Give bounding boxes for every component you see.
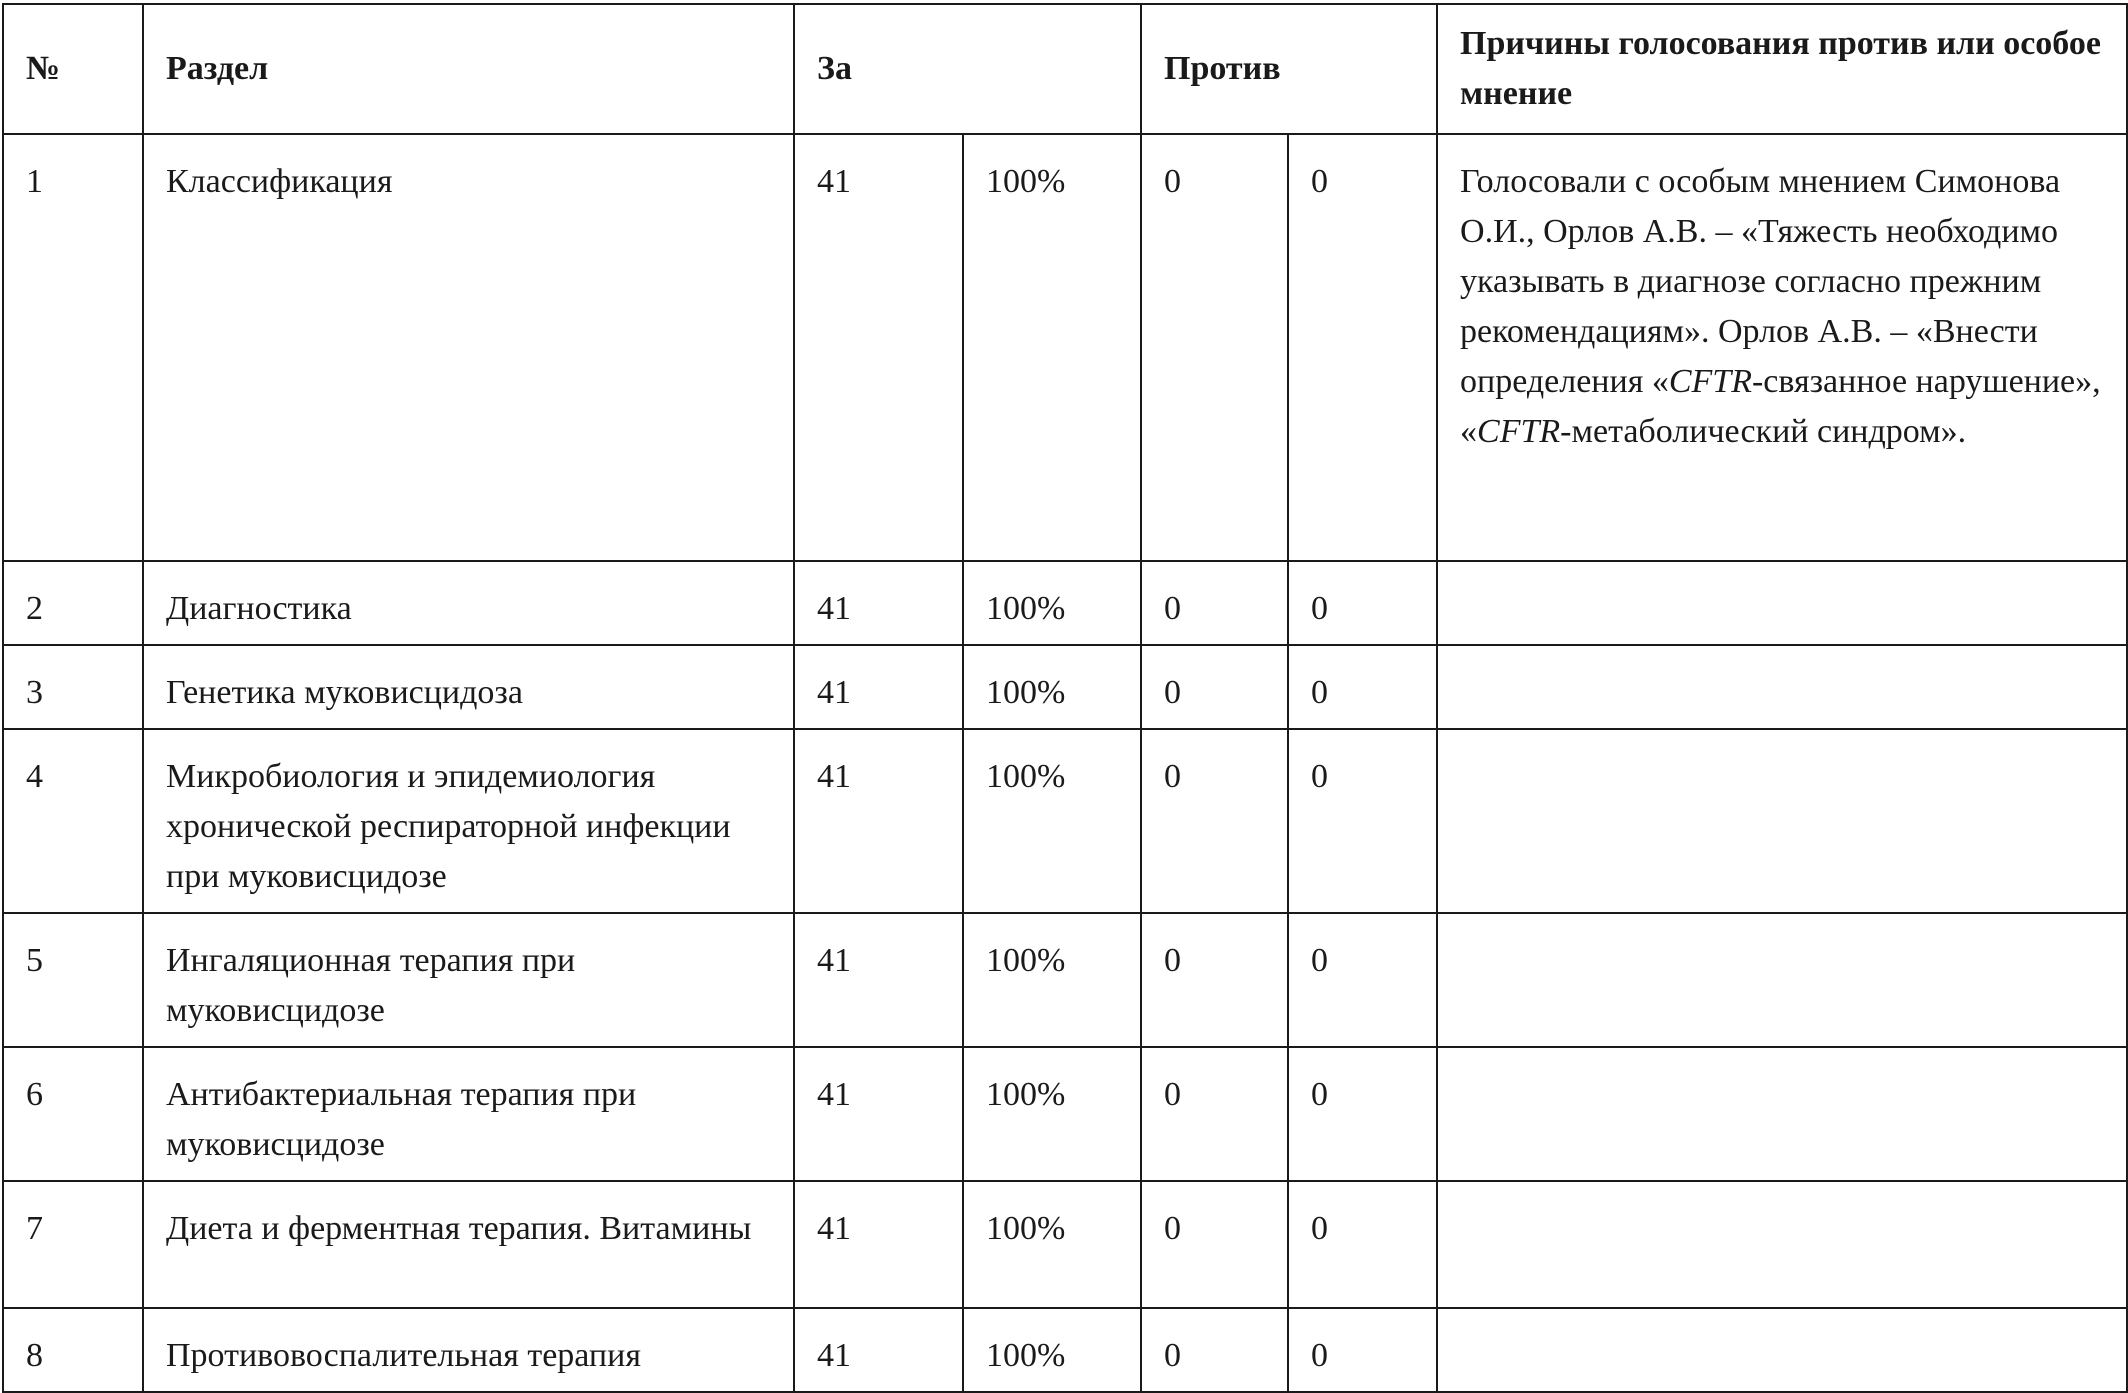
table-row: 7 Диета и ферментная терапия. Витамины 41 1… (2, 1180, 2128, 1309)
reason-text: Голосовали с особым мнением Симонова О.И… (1460, 163, 2061, 400)
cell-for-pct: 100% (961, 560, 1143, 646)
reason-text: -метаболический синдром». (1560, 413, 1967, 450)
table-row: 6 Антибактериальная терапия при муковисци… (2, 1046, 2128, 1182)
cell-against-count: 0 (1140, 1307, 1290, 1393)
header-section: Раздел (142, 3, 795, 135)
cell-against-pct: 0 (1287, 133, 1439, 562)
table-row: 4 Микробиология и эпидемиология хроническ… (2, 728, 2128, 914)
cell-reason (1436, 1046, 2128, 1182)
table-row: 1 Классификация 41 100% 0 0 Голосовали с особы… (2, 133, 2128, 562)
cell-against-pct: 0 (1287, 728, 1439, 914)
cell-reason (1436, 1307, 2128, 1393)
header-row: № Раздел За Против Причины голосования п… (2, 3, 2128, 135)
cell-for-pct: 100% (961, 1046, 1143, 1182)
cell-for-count: 41 (793, 728, 964, 914)
cell-against-pct: 0 (1287, 1180, 1439, 1309)
gene-name: CFTR (1477, 413, 1561, 450)
cell-reason (1436, 644, 2128, 730)
cell-section: Микробиология и эпидемиология хроническо… (142, 728, 795, 914)
header-reasons: Причины голосования против или особое мн… (1436, 3, 2128, 135)
cell-reason (1436, 1180, 2128, 1309)
cell-against-count: 0 (1140, 1180, 1290, 1309)
reason-text: -связанное нарушение», « (1460, 363, 2101, 450)
cell-for-count: 41 (793, 1180, 964, 1309)
cell-against-pct: 0 (1287, 1046, 1439, 1182)
cell-num: 3 (2, 644, 144, 730)
cell-against-pct: 0 (1287, 912, 1439, 1048)
cell-section: Противовоспалительная терапия (142, 1307, 795, 1393)
cell-for-pct: 100% (961, 133, 1143, 562)
cell-num: 7 (2, 1180, 144, 1309)
cell-against-count: 0 (1140, 1046, 1290, 1182)
cell-against-count: 0 (1140, 644, 1290, 730)
cell-against-pct: 0 (1287, 560, 1439, 646)
cell-section: Ингаляционная терапия при муковисцидозе (142, 912, 795, 1048)
cell-for-pct: 100% (961, 728, 1143, 914)
cell-section: Антибактериальная терапия при муковисцид… (142, 1046, 795, 1182)
cell-num: 8 (2, 1307, 144, 1393)
cell-num: 6 (2, 1046, 144, 1182)
cell-for-pct: 100% (961, 1180, 1143, 1309)
cell-for-count: 41 (793, 644, 964, 730)
cell-section: Генетика муковисцидоза (142, 644, 795, 730)
cell-for-count: 41 (793, 1307, 964, 1393)
table-row: 3 Генетика муковисцидоза 41 100% 0 0 (2, 644, 2128, 730)
table-row: 2 Диагностика 41 100% 0 0 (2, 560, 2128, 646)
cell-reason (1436, 912, 2128, 1048)
cell-for-pct: 100% (961, 644, 1143, 730)
cell-section: Классификация (142, 133, 795, 562)
gene-name: CFTR (1668, 363, 1752, 400)
cell-against-count: 0 (1140, 133, 1290, 562)
voting-table: № Раздел За Против Причины голосования п… (2, 3, 2128, 1393)
cell-against-count: 0 (1140, 560, 1290, 646)
cell-for-pct: 100% (961, 1307, 1143, 1393)
cell-for-count: 41 (793, 560, 964, 646)
header-for: За (792, 3, 1143, 135)
header-against: Против (1140, 3, 1439, 135)
cell-section: Диета и ферментная терапия. Витамины (142, 1180, 795, 1309)
cell-against-count: 0 (1140, 728, 1290, 914)
cell-for-count: 41 (793, 1046, 964, 1182)
table-row: 5 Ингаляционная терапия при муковисцидозе… (2, 912, 2128, 1048)
cell-reason (1436, 728, 2128, 914)
cell-against-pct: 0 (1287, 1307, 1439, 1393)
cell-num: 1 (2, 133, 144, 562)
cell-against-pct: 0 (1287, 644, 1439, 730)
header-num: № (2, 3, 144, 135)
cell-for-count: 41 (793, 133, 964, 562)
cell-section: Диагностика (142, 560, 795, 646)
cell-num: 5 (2, 912, 144, 1048)
cell-against-count: 0 (1140, 912, 1290, 1048)
cell-reason (1436, 560, 2128, 646)
cell-num: 4 (2, 728, 144, 914)
cell-reason: Голосовали с особым мнением Симонова О.И… (1436, 133, 2128, 562)
table-row: 8 Противовоспалительная терапия 41 100% 0 0 (2, 1307, 2128, 1393)
cell-for-count: 41 (793, 912, 964, 1048)
cell-num: 2 (2, 560, 144, 646)
cell-for-pct: 100% (961, 912, 1143, 1048)
